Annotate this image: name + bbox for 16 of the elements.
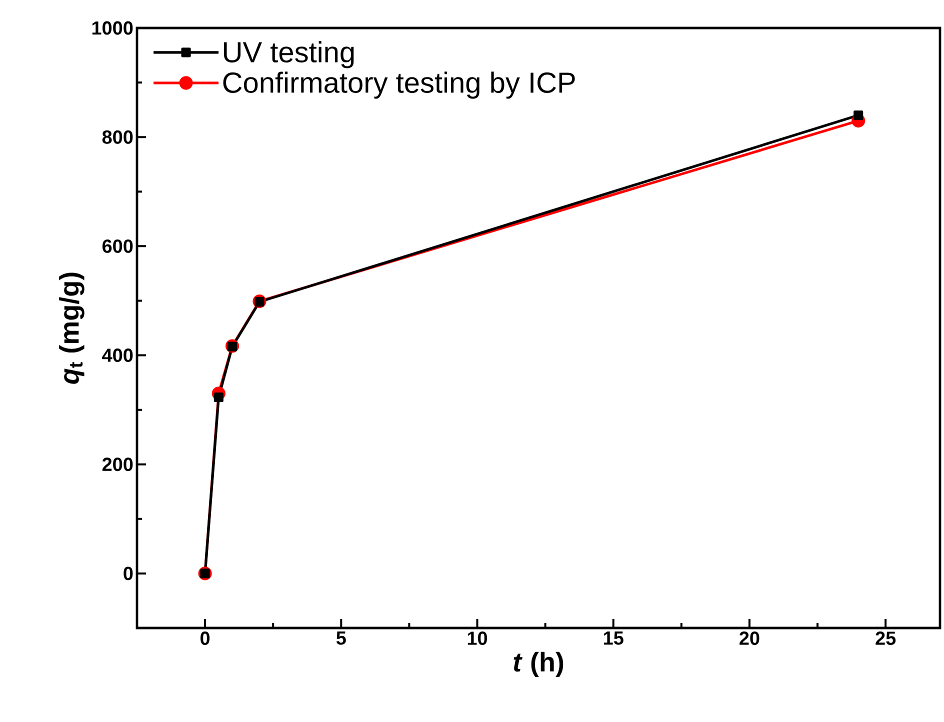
y-tick-label: 200 xyxy=(102,458,133,472)
y-tick-label: 400 xyxy=(102,348,133,362)
y-axis-title: q$_{t}$ (mg/g) xyxy=(59,272,84,384)
y-tick-label: 1000 xyxy=(92,21,133,35)
y-tick-label: 0 xyxy=(124,566,133,580)
x-axis-title: t (h) xyxy=(514,652,564,677)
x-tick-label: 5 xyxy=(336,632,346,645)
y-tick-label: 600 xyxy=(102,239,133,253)
y-tick-label: 800 xyxy=(102,130,133,144)
x-tick-label: 15 xyxy=(604,632,624,645)
legend-label: Confirmatory testing by ICP xyxy=(223,72,575,99)
x-tick-label: 0 xyxy=(200,632,210,645)
legend-label: UV testing xyxy=(224,41,354,68)
x-tick-label: 10 xyxy=(468,632,488,645)
x-tick-label: 25 xyxy=(876,632,896,645)
x-tick-label: 20 xyxy=(740,632,760,645)
